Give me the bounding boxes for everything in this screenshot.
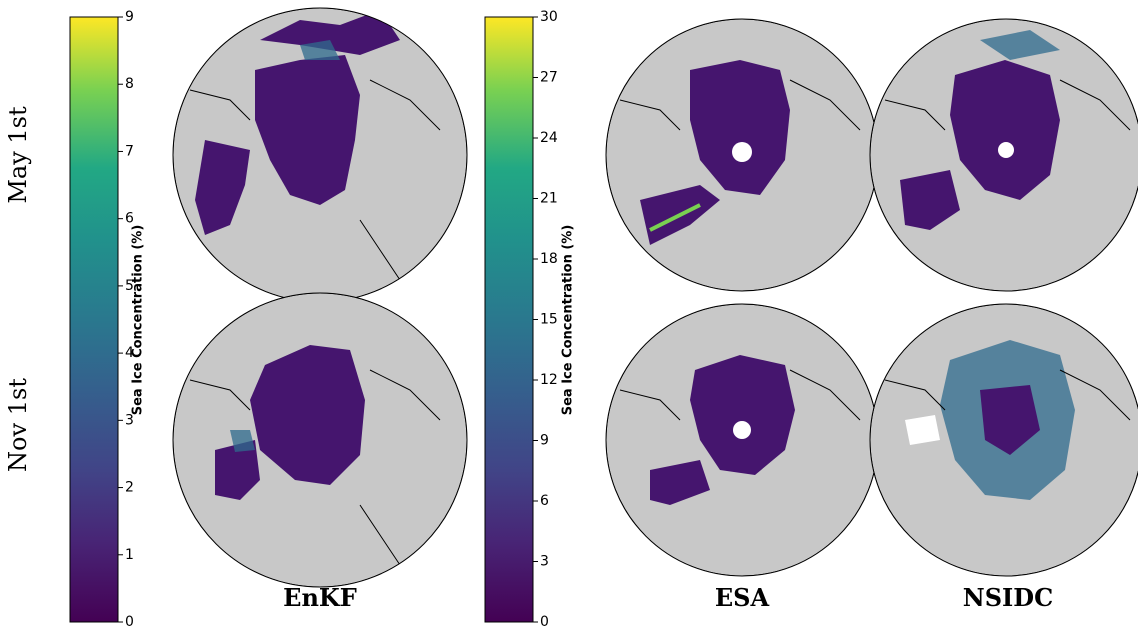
colorbar-tick-label: 27 (540, 70, 558, 86)
map-nsidc-nov (870, 304, 1138, 576)
colorbar-tick-label: 18 (540, 251, 558, 267)
colorbar-tick-label: 30 (540, 9, 558, 25)
map-enkf-nov (173, 293, 467, 587)
colorbar-tick-label: 6 (540, 493, 549, 509)
colorbar-label: Sea Ice Concentration (%) (561, 225, 576, 416)
colorbar-tick-label: 6 (125, 211, 134, 227)
colorbar-tick-label: 12 (540, 372, 558, 388)
colorbar (70, 17, 118, 622)
colorbar-tick-label: 0 (125, 614, 134, 626)
map-esa-may (606, 19, 878, 291)
column-title: ESA (715, 583, 770, 612)
map-esa-nov (606, 304, 878, 576)
colorbar-tick-label: 21 (540, 191, 558, 207)
colorbar-tick-label: 1 (125, 547, 134, 563)
column-title: NSIDC (963, 583, 1053, 612)
column-title: EnKF (283, 583, 357, 612)
colorbar-tick-label: 5 (125, 278, 134, 294)
colorbar-tick-label: 7 (125, 143, 134, 159)
colorbar-tick-label: 15 (540, 312, 558, 328)
colorbar-label: Sea Ice Concentration (%) (131, 225, 146, 416)
colorbar-tick-label: 2 (125, 480, 134, 496)
figure: May 1st Nov 1st Sea Ice Concentration (%… (0, 0, 1138, 626)
colorbar-tick-label: 3 (125, 412, 134, 428)
colorbar-tick-label: 4 (125, 345, 134, 361)
map-nsidc-may (870, 19, 1138, 291)
map-enkf-may (173, 8, 467, 302)
colorbar-tick-label: 24 (540, 130, 558, 146)
row-label: Nov 1st (4, 378, 32, 472)
row-label: May 1st (4, 106, 32, 204)
colorbar-tick-label: 3 (540, 554, 549, 570)
colorbar-tick-label: 9 (540, 433, 549, 449)
colorbar (485, 17, 533, 622)
colorbar-tick-label: 9 (125, 9, 134, 25)
colorbar-tick-label: 8 (125, 76, 134, 92)
colorbar-tick-label: 0 (540, 614, 549, 626)
